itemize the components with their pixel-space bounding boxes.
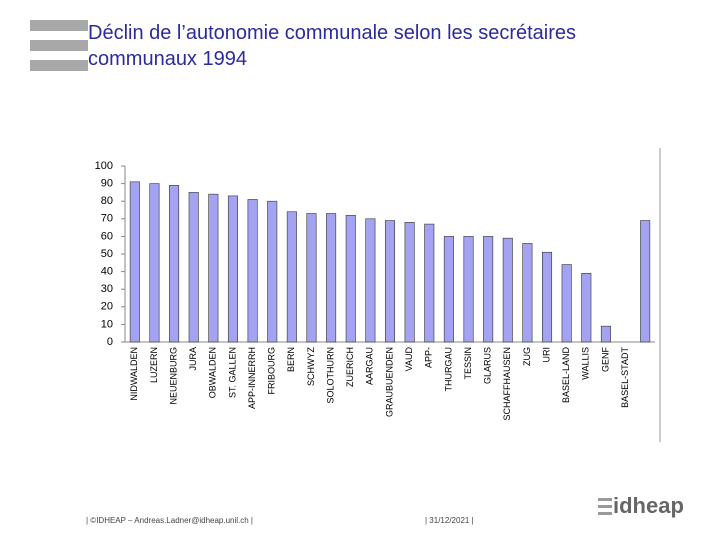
x-tick-label: URI — [541, 347, 551, 363]
x-tick-label: APP- — [424, 347, 434, 368]
y-tick-label: 80 — [101, 195, 113, 207]
slide-title: Déclin de l’autonomie communale selon le… — [88, 22, 577, 70]
bar — [522, 243, 533, 343]
logo-stripe — [598, 498, 612, 501]
bar — [326, 213, 337, 343]
y-tick-label: 0 — [107, 336, 113, 348]
bar — [581, 273, 592, 343]
x-tick-label: ST. GALLEN — [227, 347, 237, 398]
bar — [247, 199, 258, 343]
x-tick-label: VAUD — [404, 347, 414, 372]
bar — [208, 193, 219, 343]
x-tick-label: NEUENBURG — [168, 347, 178, 405]
logo-text: idheap — [613, 493, 684, 518]
bar — [286, 211, 297, 343]
bar — [365, 218, 376, 343]
x-tick-label: TESSIN — [463, 347, 473, 380]
footer-credit: | ©IDHEAP – Andreas.Ladner@idheap.unil.c… — [86, 516, 253, 525]
bar — [129, 181, 140, 343]
y-tick-label: 10 — [101, 318, 113, 330]
y-tick-label: 90 — [101, 178, 113, 190]
x-tick-label: THURGAU — [443, 347, 453, 392]
x-tick-label: BASEL-LAND — [561, 347, 571, 404]
x-tick-label: GLARUS — [483, 347, 493, 384]
y-tick-label: 20 — [101, 301, 113, 313]
bar — [561, 264, 572, 343]
bar — [149, 183, 160, 343]
x-tick-label: ZUERICH — [345, 347, 355, 387]
x-tick-label: WALLIS — [581, 347, 591, 380]
x-tick-label: GRAUBUENDEN — [384, 347, 394, 417]
x-tick-label: BERN — [286, 347, 296, 372]
bar — [483, 236, 494, 343]
bar — [443, 236, 454, 343]
bar — [345, 214, 356, 343]
bar — [404, 222, 415, 343]
bar — [600, 325, 611, 343]
x-tick-label: SCHAFFHAUSEN — [502, 347, 512, 421]
x-tick-label: LUZERN — [149, 347, 159, 383]
logo-stripe — [598, 505, 612, 508]
bar — [384, 220, 396, 343]
logo-stripe — [30, 20, 88, 31]
bar — [542, 251, 553, 343]
x-tick-label: NIDWALDEN — [129, 347, 139, 401]
logo-stripe — [30, 40, 88, 51]
y-tick-label: 100 — [95, 160, 113, 172]
x-tick-label: SCHWYZ — [306, 347, 316, 386]
footer-date: | 31/12/2021 | — [425, 516, 474, 525]
x-tick-label: BASEL-STADT — [620, 347, 630, 408]
y-tick-label: 30 — [101, 283, 113, 295]
y-tick-label: 40 — [101, 266, 113, 278]
x-tick-label: SOLOTHURN — [325, 347, 335, 404]
bar — [227, 195, 238, 343]
bar — [463, 236, 474, 343]
bar — [306, 213, 317, 343]
y-tick-label: 60 — [101, 230, 113, 242]
x-tick-label: APP-INNERRH — [247, 347, 257, 409]
bar — [502, 237, 513, 343]
bar — [640, 220, 651, 343]
footer-logo: idheap — [598, 493, 684, 518]
x-tick-label: GENF — [600, 347, 610, 373]
bar — [424, 223, 435, 343]
x-tick-label: OBWALDEN — [208, 347, 218, 398]
x-tick-label: AARGAU — [365, 347, 375, 385]
y-tick-label: 50 — [101, 248, 113, 260]
logo-stripe — [30, 60, 88, 71]
y-tick-label: 70 — [101, 213, 113, 225]
x-tick-label: JURA — [188, 347, 198, 371]
bar — [267, 200, 278, 343]
x-tick-label: ZUG — [522, 347, 532, 366]
x-tick-label: FRIBOURG — [267, 347, 277, 395]
bar — [169, 185, 180, 343]
bar — [188, 192, 199, 343]
logo-stripe — [598, 512, 612, 515]
